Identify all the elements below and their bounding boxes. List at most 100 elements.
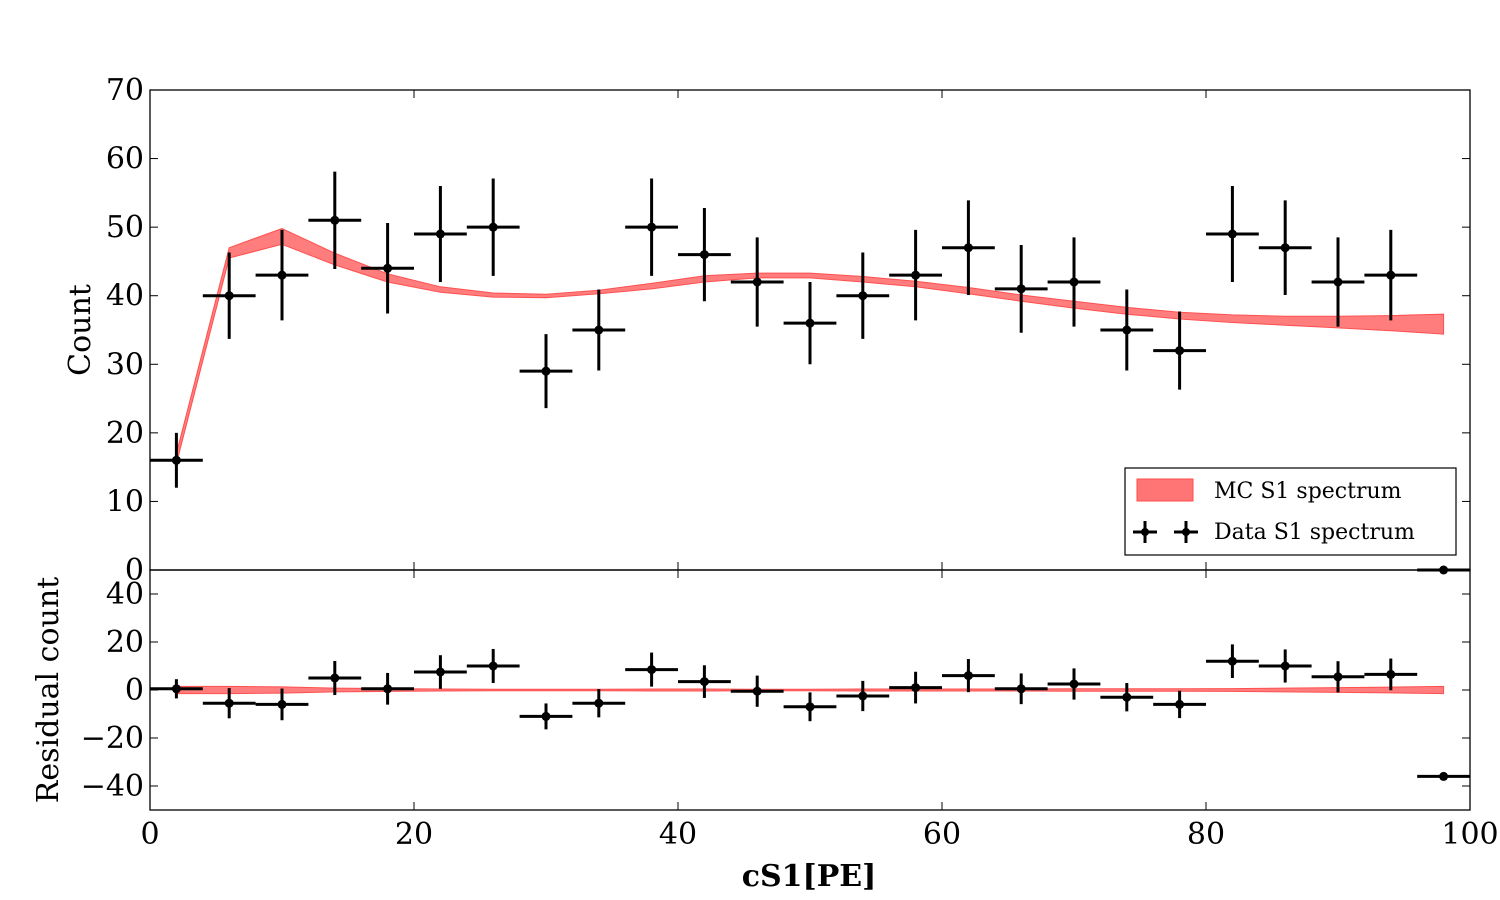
residual-data-point <box>1311 661 1365 693</box>
main-y-tick-label: 70 <box>106 73 144 108</box>
main-marker <box>594 325 604 335</box>
main-marker <box>224 291 234 301</box>
residual-y-tick-label: 0 <box>125 673 144 708</box>
residual-marker <box>541 711 551 721</box>
main-marker <box>488 222 498 232</box>
residual-marker <box>1280 661 1290 671</box>
residual-marker <box>805 702 815 712</box>
main-data-point <box>202 252 256 339</box>
residual-data-point <box>150 679 203 699</box>
main-data-point <box>889 229 942 321</box>
residual-marker <box>1227 656 1237 666</box>
main-marker <box>330 215 340 225</box>
main-panel: 0 10 20 30 40 50 60 70 Count MC S1 spectrum Dat… <box>63 73 1471 588</box>
residual-marker <box>1386 669 1396 679</box>
residual-x-tick-label: 40 <box>659 817 697 852</box>
residual-marker <box>488 661 498 671</box>
main-data-point <box>1153 311 1206 390</box>
main-data-point <box>836 252 890 339</box>
main-data-point <box>1364 229 1418 321</box>
residual-marker <box>858 691 868 701</box>
main-data-point <box>1206 186 1259 282</box>
residual-marker <box>752 686 762 696</box>
legend-swatch-mc <box>1136 478 1194 502</box>
legend: MC S1 spectrum Data S1 spectrum <box>1124 467 1457 556</box>
main-data-point <box>1100 289 1154 371</box>
main-data-point <box>994 244 1048 333</box>
residual-x-tick-label: 80 <box>1187 817 1225 852</box>
main-marker <box>541 366 551 376</box>
residual-data-point <box>942 659 995 693</box>
residual-data-point <box>1153 690 1206 719</box>
main-marker <box>1122 325 1132 335</box>
residual-marker <box>1069 679 1079 689</box>
residual-marker <box>435 667 445 677</box>
main-data-point <box>625 178 678 276</box>
main-data-point <box>730 237 784 327</box>
residual-data-point <box>519 703 573 730</box>
residual-data-point <box>730 675 784 707</box>
main-marker <box>1280 243 1290 253</box>
main-y-tick-label: 50 <box>106 210 144 245</box>
residual-marker <box>1175 699 1185 709</box>
residual-y-axis-title: Residual count <box>31 577 66 803</box>
main-marker <box>1016 284 1026 294</box>
residual-x-tick-label: 0 <box>140 817 159 852</box>
residual-x-tick-label: 60 <box>923 817 961 852</box>
main-marker <box>1386 270 1396 280</box>
main-marker <box>435 229 445 239</box>
residual-panel: −40 −20 0 20 40 0 20 40 60 80 100 Residual count c… <box>31 569 1499 894</box>
residual-marker <box>277 699 287 709</box>
legend-label-mc: MC S1 spectrum <box>1214 479 1402 504</box>
main-data-point <box>255 229 309 321</box>
residual-data-point <box>255 688 309 721</box>
residual-data-point <box>361 672 414 705</box>
residual-marker <box>1016 684 1026 694</box>
main-data-point <box>942 200 995 296</box>
main-data-point <box>572 289 626 371</box>
main-data-point <box>414 186 467 282</box>
residual-y-tick-label: 40 <box>106 577 144 612</box>
residual-data-point <box>1364 658 1418 691</box>
residual-marker <box>330 673 340 683</box>
residual-data-point <box>1258 649 1312 683</box>
main-y-tick-label: 0 <box>125 553 144 588</box>
residual-marker <box>699 677 709 687</box>
main-marker <box>699 250 709 260</box>
main-marker <box>1227 229 1237 239</box>
legend-label-data: Data S1 spectrum <box>1214 520 1415 545</box>
residual-data-point <box>308 660 362 696</box>
residual-data-point <box>466 648 520 684</box>
residual-data-point <box>994 673 1048 705</box>
main-marker <box>911 270 921 280</box>
residual-marker <box>383 684 393 694</box>
residual-data-point <box>889 671 942 704</box>
residual-data-point <box>836 680 890 712</box>
residual-y-tick-label: −20 <box>81 721 144 756</box>
residual-marker <box>1122 692 1132 702</box>
main-marker <box>1069 277 1079 287</box>
x-axis-title: cS1[PE] <box>742 859 877 894</box>
residual-data-point <box>678 665 731 698</box>
main-marker <box>858 291 868 301</box>
residual-marker <box>647 665 657 675</box>
residual-data-point <box>1047 668 1101 700</box>
main-marker <box>1175 346 1185 356</box>
residual-data-point <box>1417 771 1470 781</box>
main-data-point <box>361 223 414 314</box>
residual-marker <box>1439 771 1449 781</box>
residual-marker <box>963 671 973 681</box>
main-data-point <box>678 207 731 302</box>
residual-marker <box>1333 672 1343 682</box>
residual-marker <box>224 698 234 708</box>
residual-data-point <box>625 652 678 687</box>
residual-data-point <box>572 689 626 718</box>
main-marker <box>171 455 181 465</box>
main-marker <box>752 277 762 287</box>
residual-marker <box>911 683 921 693</box>
residual-y-tick-label: 20 <box>106 625 144 660</box>
residual-data-point <box>414 655 467 689</box>
residual-y-tick-label: −40 <box>81 769 144 804</box>
main-y-tick-label: 20 <box>106 416 144 451</box>
